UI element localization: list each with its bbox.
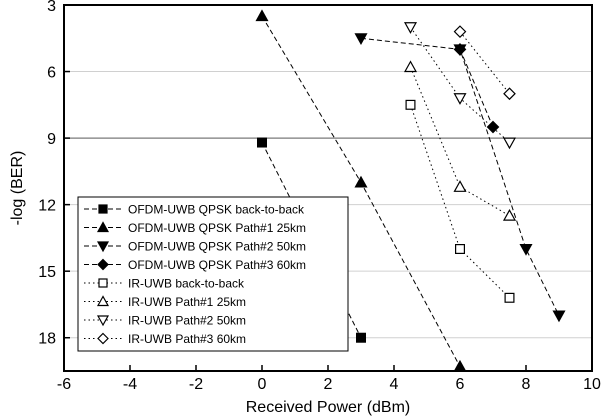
y-axis-label: -log (BER) <box>9 151 26 226</box>
legend-marker <box>98 204 108 214</box>
series-6 <box>403 60 517 221</box>
y-tick-label: 12 <box>38 198 56 215</box>
x-tick-label: 2 <box>324 376 333 393</box>
legend-label: OFDM-UWB QPSK Path#3 60km <box>128 258 306 272</box>
legend-box <box>77 196 349 352</box>
legend-marker <box>96 295 110 307</box>
legend-marker <box>97 258 109 271</box>
data-point <box>455 244 466 255</box>
legend-entry: IR-UWB Path#3 60km <box>84 332 246 346</box>
y-tick-label: 6 <box>47 65 56 82</box>
data-point <box>453 43 467 56</box>
series-7 <box>403 22 517 150</box>
legend-label: IR-UWB back-to-back <box>128 277 245 291</box>
data-point <box>503 87 516 101</box>
series-5 <box>405 99 515 303</box>
legend: OFDM-UWB QPSK back-to-back OFDM-UWB QPSK … <box>77 196 349 352</box>
series-line <box>410 104 510 299</box>
legend-marker <box>96 221 110 233</box>
series-line <box>459 31 510 95</box>
x-tick-label: 10 <box>583 376 601 393</box>
legend-entry: OFDM-UWB QPSK back-to-back <box>84 203 305 217</box>
data-point <box>486 120 500 134</box>
data-point <box>354 175 368 188</box>
series-1 <box>257 137 367 343</box>
series-4 <box>453 43 500 134</box>
series-8 <box>453 25 516 101</box>
data-point <box>519 244 533 256</box>
legend-entry: OFDM-UWB QPSK Path#3 60km <box>84 258 306 272</box>
series-line <box>360 37 560 316</box>
data-point <box>453 25 467 38</box>
y-tick-label: 3 <box>47 0 56 15</box>
legend-marker <box>97 332 109 345</box>
data-point <box>453 93 467 105</box>
x-tick-label: 4 <box>390 376 399 393</box>
tick-layer: -6 -4 -2 0 2 4 6 8 10 3 6 9 12 15 18 <box>38 0 601 393</box>
data-point <box>502 208 517 221</box>
data-point <box>257 137 268 148</box>
legend-entry: OFDM-UWB QPSK Path#1 25km <box>84 221 306 235</box>
y-tick-label: 9 <box>47 131 56 148</box>
y-tick-label: 15 <box>38 264 56 281</box>
legend-marker <box>96 315 110 327</box>
data-point <box>403 22 418 34</box>
legend-label: OFDM-UWB QPSK Path#1 25km <box>128 221 306 235</box>
legend-entry: IR-UWB back-to-back <box>84 277 245 291</box>
x-tick-label: -4 <box>123 376 137 393</box>
x-tick-label: 8 <box>522 376 531 393</box>
data-point <box>504 292 515 303</box>
legend-label: IR-UWB Path#3 60km <box>128 332 246 346</box>
data-point <box>354 33 368 46</box>
legend-marker <box>98 278 108 288</box>
series-line <box>261 142 362 338</box>
legend-marker <box>96 241 110 253</box>
legend-label: OFDM-UWB QPSK Path#2 50km <box>128 240 306 254</box>
data-point <box>356 332 367 343</box>
x-axis-label: Received Power (dBm) <box>246 399 411 416</box>
legend-entry: IR-UWB Path#1 25km <box>84 295 246 309</box>
series-3 <box>354 33 566 323</box>
legend-label: IR-UWB Path#1 25km <box>128 295 246 309</box>
data-point <box>552 310 566 323</box>
x-tick-label: 0 <box>258 376 267 393</box>
data-point <box>502 137 517 150</box>
data-point <box>255 9 269 22</box>
data-point <box>453 180 467 192</box>
data-point <box>403 60 418 73</box>
x-tick-label: -6 <box>57 376 71 393</box>
legend-label: IR-UWB Path#2 50km <box>128 314 246 328</box>
legend-entry: OFDM-UWB QPSK Path#2 50km <box>84 240 306 254</box>
data-point <box>405 99 416 110</box>
x-tick-label: 6 <box>456 376 465 393</box>
x-tick-label: -2 <box>189 376 203 393</box>
series-line <box>459 49 494 128</box>
legend-entry: IR-UWB Path#2 50km <box>84 314 246 328</box>
legend-label: OFDM-UWB QPSK back-to-back <box>128 203 305 217</box>
y-tick-label: 18 <box>38 331 56 348</box>
series-line <box>410 66 510 217</box>
